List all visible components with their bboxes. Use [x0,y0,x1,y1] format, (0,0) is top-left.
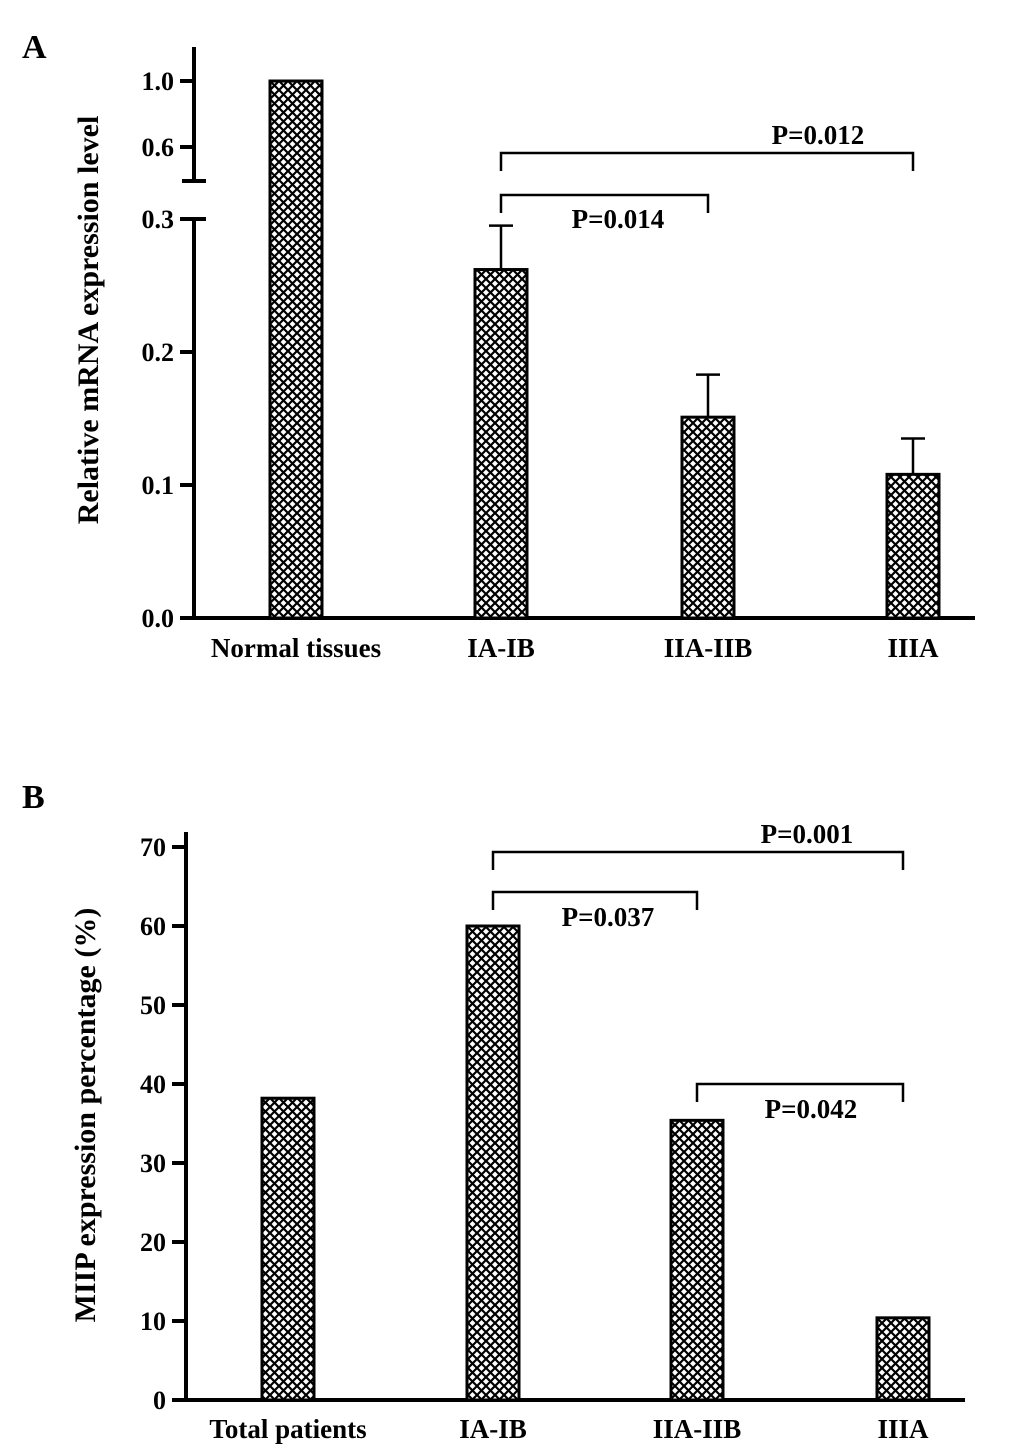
chart-b: 0 10 20 30 40 50 60 70 MIIP expression percentag… [69,819,965,1444]
y-tick-label: 40 [140,1070,166,1099]
bar-iia-iib [680,415,736,620]
y-tick-label: 0.1 [142,471,175,500]
significance-bracket [499,151,915,171]
y-tick-label: 50 [140,991,166,1020]
bar-iia-iib [669,1118,725,1402]
p-value-label: P=0.001 [761,819,854,849]
bar-ia-ib [473,268,529,620]
x-tick-label: Normal tissues [211,633,381,663]
y-tick-label: 10 [140,1307,166,1336]
y-tick-label: 0.6 [142,133,175,162]
x-tick-label: IIA-IIB [653,1414,742,1444]
bar-normal-tissues [268,79,324,620]
p-value-label: P=0.012 [772,120,865,150]
bar-iiia [875,1316,931,1402]
y-tick-label: 0.0 [142,604,175,633]
significance-bracket [491,890,699,910]
significance-bracket [499,193,710,213]
y-axis-label: MIIP expression percentage (%) [69,908,102,1323]
y-tick-label: 20 [140,1228,166,1257]
x-tick-label: IA-IB [467,633,535,663]
bar-iiia [885,472,941,620]
x-tick-label: IA-IB [459,1414,527,1444]
y-tick-label: 60 [140,912,166,941]
p-value-label: P=0.014 [572,204,665,234]
bar-total-patients [260,1096,316,1402]
panel-label-b: B [22,779,45,816]
panel-label-a: A [22,29,47,66]
x-tick-label: IIIA [877,1414,929,1444]
x-tick-label: IIIA [887,633,939,663]
p-value-label: P=0.042 [765,1094,858,1124]
significance-bracket [695,1082,905,1102]
y-tick-label: 0.3 [142,205,175,234]
y-tick-label: 0.2 [142,338,175,367]
y-tick-label: 30 [140,1149,166,1178]
p-value-label: P=0.037 [562,902,655,932]
y-axis-label: Relative mRNA expression level [72,116,105,525]
significance-bracket [491,850,905,870]
y-tick-label: 0 [153,1386,166,1415]
y-tick-label: 1.0 [142,67,175,96]
y-tick-label: 70 [140,833,166,862]
chart-a: 0.0 0.1 0.2 0.3 0.6 1.0 Relative mRNA expressi… [72,47,975,663]
bar-ia-ib [465,924,521,1402]
x-tick-label: Total patients [209,1414,366,1444]
x-tick-label: IIA-IIB [664,633,753,663]
